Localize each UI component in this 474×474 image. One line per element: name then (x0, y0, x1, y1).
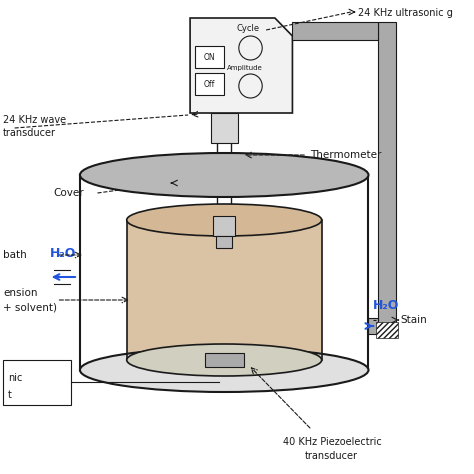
Text: Cycle: Cycle (237, 24, 260, 33)
Text: Thermometer: Thermometer (310, 150, 382, 160)
FancyBboxPatch shape (195, 73, 224, 95)
FancyBboxPatch shape (217, 236, 232, 248)
Text: 24 KHz wave: 24 KHz wave (3, 115, 66, 125)
Bar (368, 318, 378, 334)
FancyBboxPatch shape (3, 360, 71, 405)
FancyBboxPatch shape (210, 113, 238, 143)
FancyBboxPatch shape (205, 353, 244, 367)
FancyBboxPatch shape (213, 216, 235, 236)
Text: Amplitude: Amplitude (227, 65, 263, 71)
Ellipse shape (80, 348, 368, 392)
Bar (127, 220, 322, 360)
Bar (292, 22, 378, 40)
Polygon shape (190, 18, 292, 113)
Bar (378, 22, 396, 330)
Text: Off: Off (204, 80, 215, 89)
Bar (376, 322, 398, 338)
Text: ON: ON (204, 53, 215, 62)
Text: transducer: transducer (3, 128, 56, 138)
Text: H₂O: H₂O (374, 299, 400, 312)
Text: transducer: transducer (305, 451, 358, 461)
Text: ension: ension (3, 288, 37, 298)
Text: 40 KHz Piezoelectric: 40 KHz Piezoelectric (283, 437, 382, 447)
Text: + solvent): + solvent) (3, 303, 57, 313)
Ellipse shape (80, 153, 368, 197)
Text: bath: bath (3, 250, 27, 260)
Text: H₂O: H₂O (50, 247, 76, 260)
Text: Stain: Stain (401, 315, 428, 325)
Text: nic: nic (8, 373, 22, 383)
Text: t: t (8, 390, 12, 400)
Text: Cover: Cover (54, 188, 84, 198)
Ellipse shape (127, 204, 322, 236)
Text: 24 KHz ultrasonic g: 24 KHz ultrasonic g (358, 8, 453, 18)
FancyBboxPatch shape (195, 46, 224, 68)
Ellipse shape (127, 344, 322, 376)
